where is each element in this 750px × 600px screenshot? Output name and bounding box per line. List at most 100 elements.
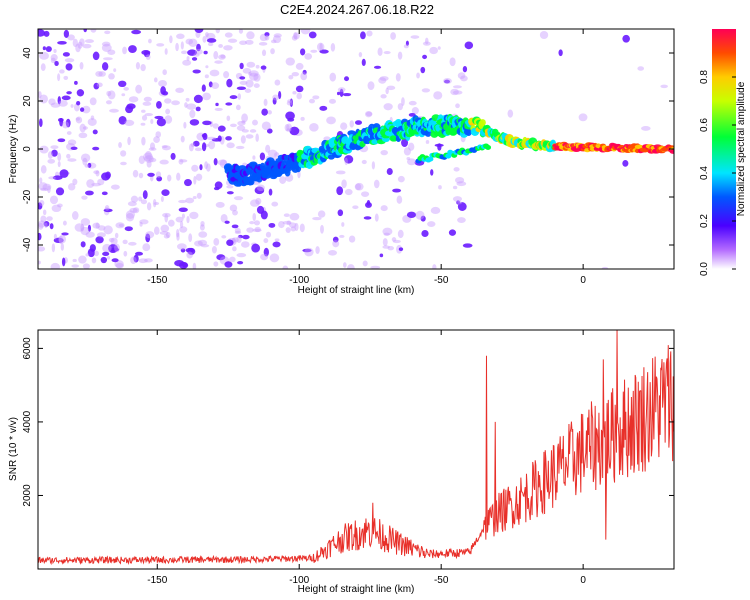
colorbar-tick-label: 0.6 (699, 118, 710, 132)
heatmap-cell (427, 221, 436, 227)
heatmap-cell (153, 226, 160, 235)
heatmap-cell (114, 260, 124, 268)
heatmap-cell (120, 161, 127, 166)
heatmap-cell (48, 176, 56, 180)
heatmap-cell (245, 134, 254, 139)
heatmap-ridge-cell (485, 144, 492, 150)
heatmap-cell (144, 113, 153, 117)
heatmap-cell (181, 213, 185, 219)
heatmap-cell (135, 251, 143, 256)
heatmap-cell (108, 244, 118, 253)
heatmap-cell (197, 239, 208, 246)
heatmap-cell (360, 31, 366, 40)
heatmap-cell (81, 195, 88, 200)
heatmap-cell (218, 44, 223, 48)
heatmap-cell (38, 232, 42, 241)
heatmap-cell (453, 167, 460, 172)
heatmap-cell (124, 226, 133, 232)
heatmap-cell (213, 261, 219, 267)
heatmap-cell (443, 78, 452, 85)
heatmap-cell (312, 95, 320, 100)
heatmap-cell (379, 253, 384, 258)
heatmap-cell (386, 85, 396, 91)
y-tick-label: 0 (22, 146, 33, 152)
heatmap-cell (78, 255, 87, 264)
heatmap-cell (395, 73, 401, 82)
heatmap-cell (96, 82, 103, 88)
heatmap-cell (167, 174, 172, 182)
heatmap-cell (44, 222, 48, 229)
heatmap-cell (45, 46, 52, 52)
heatmap-cell (241, 129, 249, 133)
heatmap-cell (62, 52, 70, 57)
heatmap-cell (189, 109, 196, 119)
heatmap-cell (204, 161, 208, 170)
heatmap-cell (285, 57, 295, 66)
heatmap-cell (109, 108, 119, 113)
heatmap-cell (95, 70, 103, 77)
heatmap-cell (95, 222, 100, 229)
heatmap-cell (149, 142, 156, 151)
heatmap-cell (148, 38, 152, 44)
heatmap-cell (421, 229, 429, 238)
heatmap-cell (92, 51, 100, 61)
heatmap-cell (68, 183, 76, 191)
heatmap-cell (380, 205, 388, 212)
heatmap-cell (336, 91, 341, 96)
heatmap-cell (383, 50, 391, 55)
heatmap-cell (160, 196, 164, 203)
heatmap-cell (341, 222, 345, 227)
heatmap-cell (176, 232, 180, 241)
heatmap-cell (143, 152, 153, 162)
heatmap-cell (139, 219, 149, 225)
heatmap-cell (71, 264, 80, 268)
heatmap-cell (342, 262, 347, 268)
heatmap-cell (294, 222, 299, 232)
colorbar-label: Normalized spectral amplitude (736, 81, 747, 216)
heatmap-cell (347, 264, 355, 269)
heatmap-cell (40, 187, 49, 192)
heatmap-cell (242, 234, 250, 240)
heatmap-cell (416, 72, 420, 79)
heatmap-cell (206, 38, 217, 43)
heatmap-cell (302, 69, 307, 75)
heatmap-cell (193, 53, 200, 57)
heatmap-cell (114, 232, 119, 239)
heatmap-cell (430, 169, 434, 176)
heatmap-cell (371, 161, 376, 170)
heatmap-cell (622, 160, 629, 167)
y-tick-label: -40 (22, 237, 33, 252)
heatmap-cell (397, 229, 404, 239)
heatmap-cell (133, 254, 139, 263)
heatmap-cell (185, 197, 195, 204)
heatmap-cell (457, 217, 466, 223)
heatmap-cell (223, 71, 230, 79)
heatmap-cell (184, 102, 188, 108)
heatmap-cell (139, 221, 143, 227)
heatmap-cell (141, 49, 151, 55)
heatmap-cell (601, 266, 609, 269)
spectrogram-heatmap (38, 29, 674, 269)
heatmap-cell (38, 182, 48, 191)
heatmap-cell (199, 164, 203, 171)
heatmap-cell (358, 52, 363, 58)
heatmap-cell (67, 158, 77, 162)
heatmap-cell (192, 262, 197, 269)
heatmap-cell (188, 143, 194, 152)
heatmap-cell (226, 78, 233, 88)
heatmap-cell (101, 172, 111, 181)
snr-x-label: Height of straight line (km) (298, 584, 415, 595)
heatmap-cell (148, 157, 157, 163)
heatmap-cell (373, 179, 380, 189)
heatmap-cell (145, 54, 151, 60)
heatmap-cell (282, 220, 292, 225)
heatmap-cell (107, 49, 116, 55)
heatmap-cell (361, 159, 367, 165)
heatmap-ridge-cell (465, 127, 472, 137)
heatmap-cell (42, 209, 47, 216)
heatmap-cell (237, 93, 242, 100)
heatmap-cell (464, 41, 474, 50)
heatmap-cell (87, 118, 97, 126)
heatmap-cell (242, 68, 252, 74)
heatmap-cell (144, 150, 152, 160)
